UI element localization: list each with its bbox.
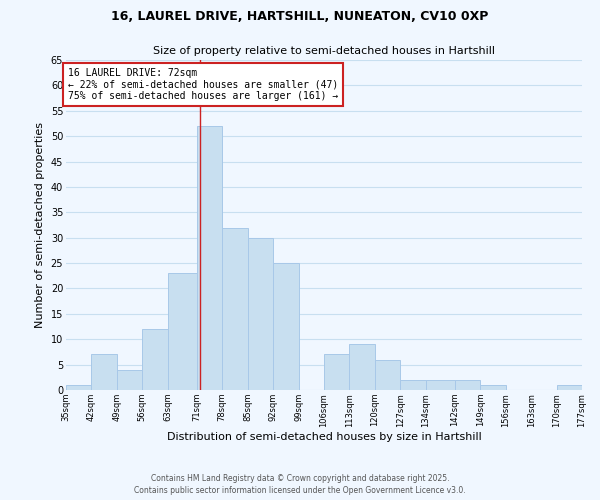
Bar bbox=[273, 263, 299, 390]
Bar bbox=[197, 126, 222, 390]
Bar bbox=[400, 380, 426, 390]
Bar bbox=[66, 385, 91, 390]
Bar bbox=[455, 380, 480, 390]
Text: 16 LAUREL DRIVE: 72sqm
← 22% of semi-detached houses are smaller (47)
75% of sem: 16 LAUREL DRIVE: 72sqm ← 22% of semi-det… bbox=[68, 68, 338, 101]
Bar bbox=[117, 370, 142, 390]
Bar bbox=[557, 385, 582, 390]
Bar bbox=[349, 344, 375, 390]
Bar bbox=[91, 354, 117, 390]
X-axis label: Distribution of semi-detached houses by size in Hartshill: Distribution of semi-detached houses by … bbox=[167, 432, 481, 442]
Bar bbox=[480, 385, 506, 390]
Bar bbox=[142, 329, 168, 390]
Text: 16, LAUREL DRIVE, HARTSHILL, NUNEATON, CV10 0XP: 16, LAUREL DRIVE, HARTSHILL, NUNEATON, C… bbox=[112, 10, 488, 23]
Bar bbox=[426, 380, 455, 390]
Y-axis label: Number of semi-detached properties: Number of semi-detached properties bbox=[35, 122, 45, 328]
Bar bbox=[324, 354, 349, 390]
Bar bbox=[248, 238, 273, 390]
Bar bbox=[222, 228, 248, 390]
Bar bbox=[168, 273, 197, 390]
Text: Contains HM Land Registry data © Crown copyright and database right 2025.
Contai: Contains HM Land Registry data © Crown c… bbox=[134, 474, 466, 495]
Title: Size of property relative to semi-detached houses in Hartshill: Size of property relative to semi-detach… bbox=[153, 46, 495, 56]
Bar bbox=[375, 360, 400, 390]
